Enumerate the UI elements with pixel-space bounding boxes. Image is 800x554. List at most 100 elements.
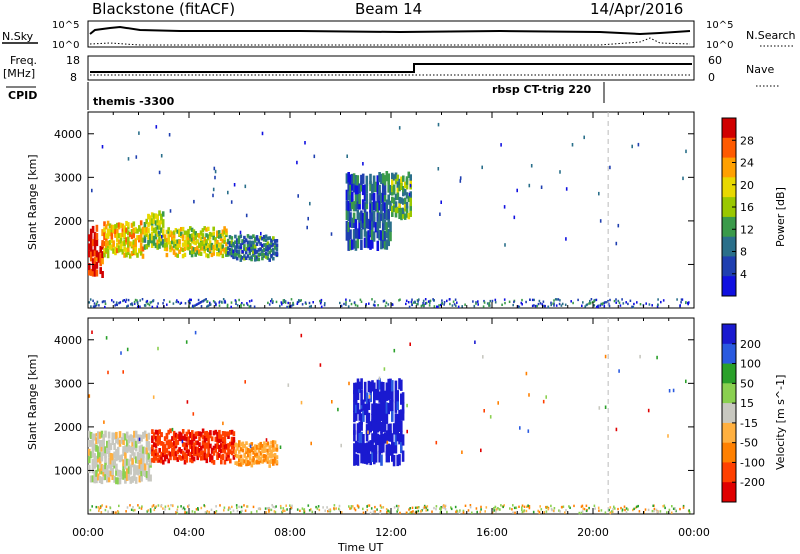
ground-scatter-cell (539, 505, 541, 508)
heatmap-cell (130, 251, 134, 257)
heatmap-cell (353, 423, 356, 435)
heatmap-cell (93, 249, 97, 257)
heatmap-cell (239, 442, 243, 447)
sparse-echo-cell (480, 448, 482, 453)
heatmap-cell (103, 235, 106, 241)
ground-scatter-cell (593, 300, 595, 303)
ground-scatter-cell (291, 504, 293, 507)
heatmap-cell (161, 222, 165, 228)
heatmap-cell (257, 455, 261, 460)
ground-scatter-cell (246, 303, 249, 307)
heatmap-cell (161, 232, 165, 238)
ground-scatter-cell (420, 304, 423, 308)
heatmap-cell (93, 263, 97, 271)
colorbar-tick-label: 20 (740, 179, 754, 192)
heatmap-cell (374, 403, 378, 415)
heatmap-cell (239, 258, 243, 262)
ground-scatter-cell (593, 304, 596, 307)
ground-scatter-cell (215, 505, 217, 508)
heatmap-cell (107, 461, 111, 469)
ground-scatter-cell (621, 508, 624, 511)
ground-scatter-cell (171, 504, 174, 507)
ground-scatter-cell (315, 505, 317, 509)
heatmap-cell (88, 250, 91, 258)
ground-scatter-cell (183, 508, 186, 511)
colorbar-swatch (722, 216, 736, 238)
heatmap-cell (398, 420, 401, 433)
heatmap-cell (200, 450, 203, 456)
heatmap-cell (272, 249, 275, 254)
ground-scatter-cell (257, 507, 260, 510)
heatmap-cell (253, 239, 257, 243)
nsky-series (89, 25, 691, 36)
ground-scatter-cell (531, 304, 534, 308)
ground-scatter-cell (307, 504, 310, 507)
heatmap-cell (183, 434, 187, 439)
ground-scatter-cell (167, 504, 170, 508)
ground-scatter-cell (141, 505, 143, 508)
heatmap-cell (172, 233, 176, 239)
heatmap-cell (95, 444, 98, 452)
ground-scatter-cell (304, 301, 307, 304)
sparse-echo-cell (528, 183, 531, 188)
ground-scatter-cell (300, 299, 302, 302)
heatmap-cell (365, 430, 369, 442)
sparse-echo-cell (559, 170, 561, 174)
ground-scatter-cell (521, 510, 524, 514)
ground-scatter-cell (301, 303, 304, 306)
heatmap-cell (110, 237, 114, 243)
heatmap-cell (132, 244, 136, 250)
heatmap-cell (270, 243, 273, 248)
ground-scatter-cell (527, 504, 529, 507)
ground-scatter-cell (561, 506, 563, 509)
ground-scatter-cell (98, 507, 101, 511)
heatmap-cell (270, 253, 273, 258)
heatmap-cell (198, 436, 201, 442)
heatmap-cell (178, 243, 181, 248)
ground-scatter-cell (148, 303, 151, 307)
ground-scatter-cell (583, 507, 586, 511)
sparse-echo-cell (685, 149, 687, 154)
heatmap-cell (374, 222, 378, 233)
heatmap-cell (391, 210, 394, 217)
ground-scatter-cell (290, 305, 292, 308)
heatmap-cell (191, 449, 194, 455)
heatmap-cell (198, 442, 201, 447)
heatmap-cell (363, 191, 367, 202)
ground-scatter-cell (188, 504, 190, 507)
heatmap-cell (255, 257, 259, 262)
ground-scatter-cell (212, 300, 215, 303)
heatmap-cell (116, 453, 120, 461)
heatmap-cell (106, 248, 110, 254)
heatmap-cell (217, 230, 221, 235)
ground-scatter-cell (210, 508, 213, 511)
heatmap-cell (232, 443, 236, 449)
y-tick-label: 3000 (54, 377, 82, 390)
heatmap-cell (111, 468, 114, 476)
colorbar-tick-label: 4 (740, 268, 747, 281)
heatmap-cell (138, 461, 142, 469)
heatmap-cell (111, 453, 114, 461)
ground-scatter-cell (439, 511, 442, 514)
heatmap-cell (172, 230, 176, 235)
heatmap-cell (230, 236, 234, 240)
ground-scatter-cell (585, 303, 588, 307)
ground-scatter-cell (115, 511, 117, 514)
ground-scatter-cell (644, 508, 647, 511)
heatmap-cell (378, 378, 381, 390)
heatmap-cell (107, 470, 111, 478)
heatmap-cell (210, 232, 214, 237)
heatmap-cell (237, 249, 241, 254)
heatmap-cell (150, 231, 154, 238)
heatmap-cell (352, 229, 356, 240)
ground-scatter-cell (246, 302, 248, 305)
ground-scatter-cell (608, 508, 610, 512)
heatmap-cell (234, 245, 237, 249)
heatmap-cell (207, 436, 210, 441)
heatmap-cell (383, 420, 387, 432)
heatmap-cell (235, 251, 239, 256)
sparse-echo-cell (609, 165, 611, 170)
heatmap-cell (190, 246, 194, 251)
